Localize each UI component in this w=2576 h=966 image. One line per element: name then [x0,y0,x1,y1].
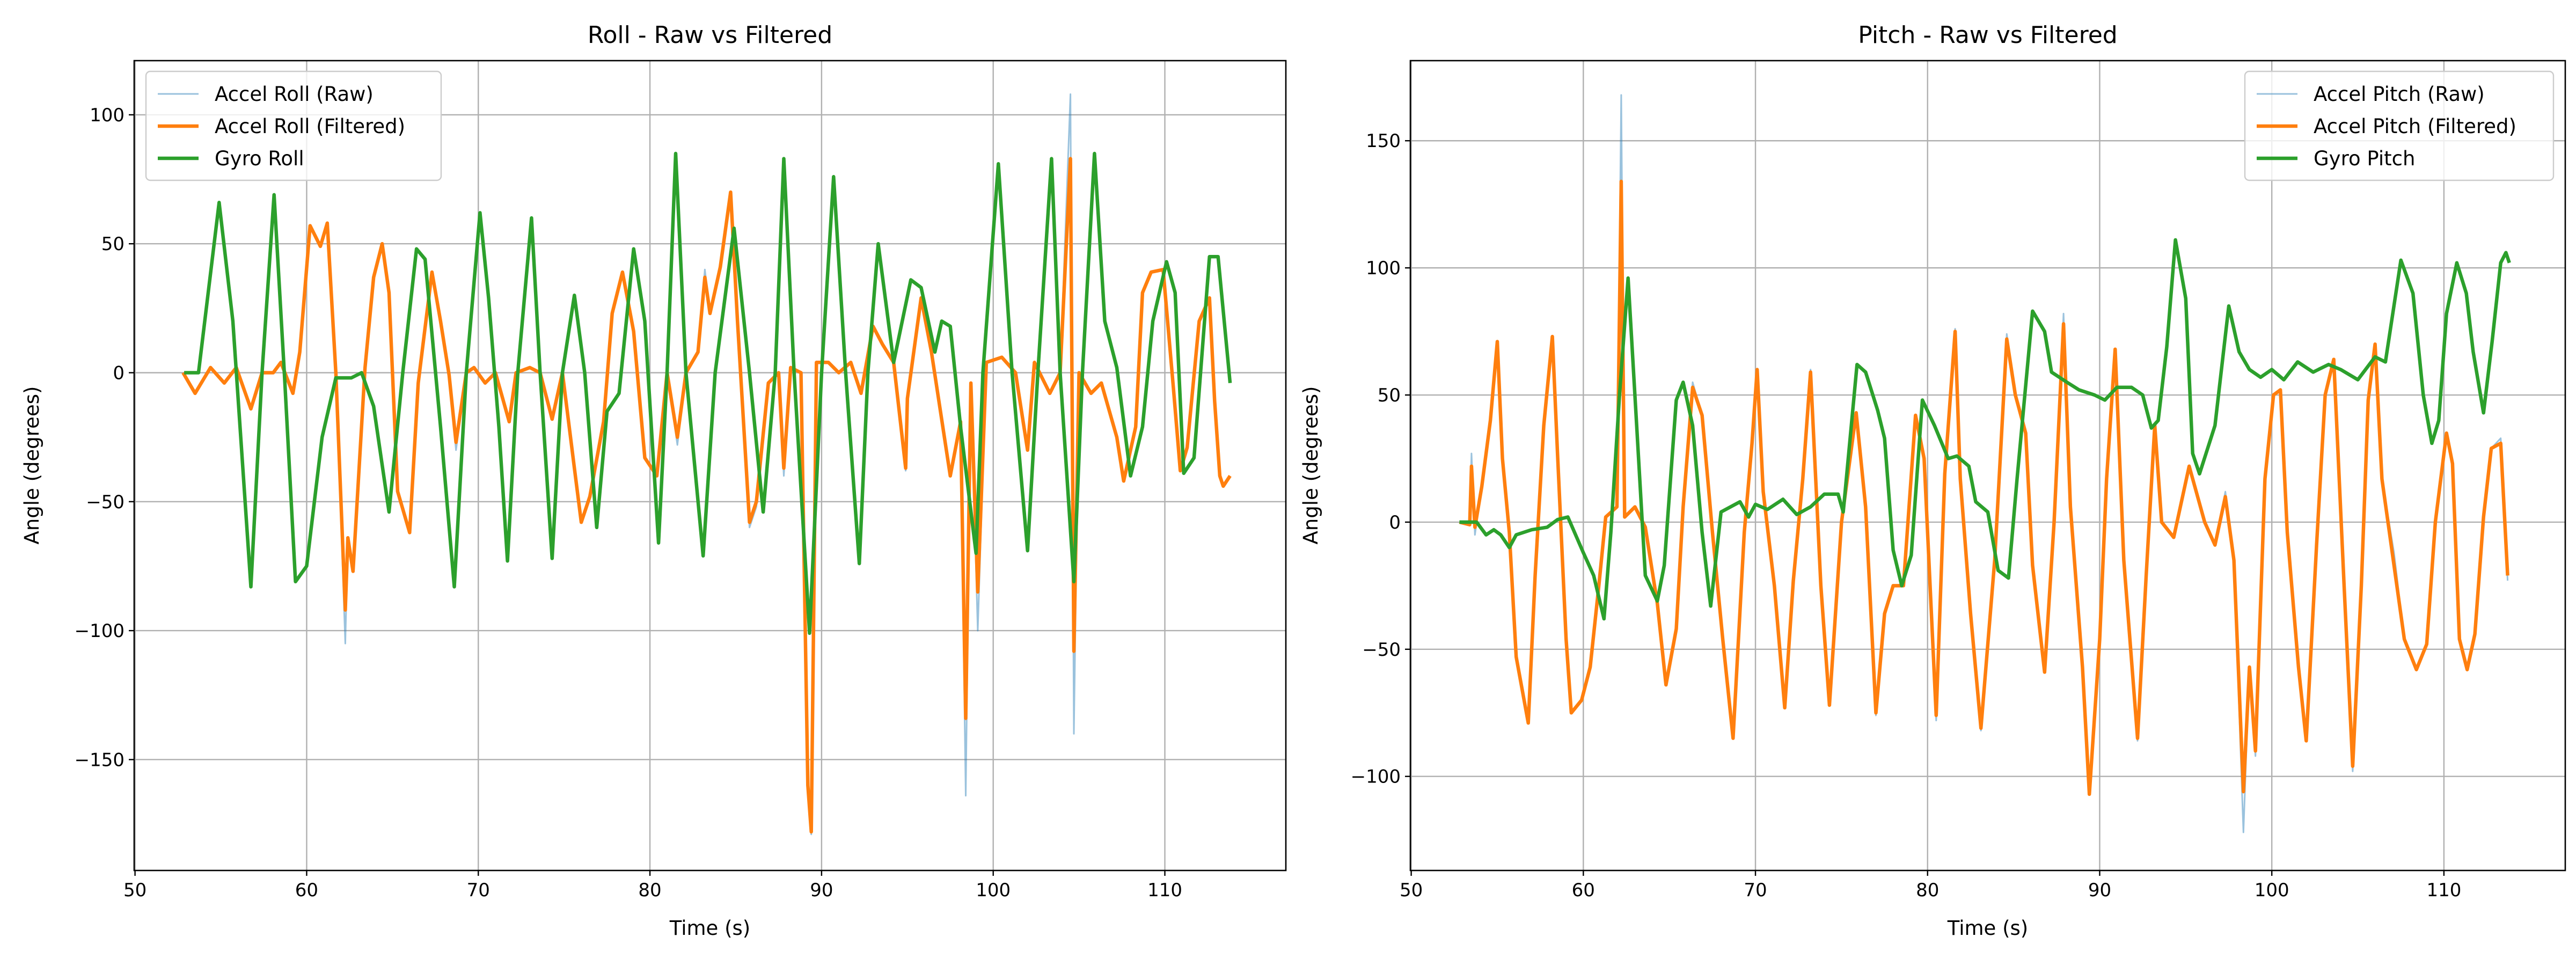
legend-label: Accel Pitch (Raw) [2314,83,2485,106]
y-axis-label: Angle (degrees) [1299,386,1322,545]
legend-label: Accel Pitch (Filtered) [2314,115,2516,138]
legend-box [2244,70,2555,181]
legend-label: Gyro Pitch [2314,147,2415,170]
y-tick-label: 100 [90,105,125,126]
x-tick-label: 50 [123,880,147,901]
legend-label: Accel Roll (Filtered) [215,115,405,138]
legend: Accel Pitch (Raw) Accel Pitch (Filtered) G… [2244,70,2555,181]
legend-box [145,70,442,181]
legend: Accel Roll (Raw) Accel Roll (Filtered) Gyr… [145,70,442,181]
pitch-chart: Pitch - Raw vs Filtered Time (s) Angle (… [1299,21,2566,940]
chart-title: Roll - Raw vs Filtered [588,21,832,49]
plot-area [181,93,1232,836]
series-line-accel-pitch-filtered [1459,179,2509,796]
x-axis-label: Time (s) [669,917,750,940]
x-tick-label: 70 [1744,880,1767,901]
x-tick-label: 90 [2088,880,2111,901]
y-tick-label: −100 [1351,766,1401,788]
series-line-gyro-roll [184,151,1232,635]
y-tick-label: 150 [1366,130,1401,152]
x-tick-label: 60 [1572,880,1595,901]
legend-label: Accel Roll (Raw) [215,83,374,106]
x-tick-label: 80 [1916,880,1939,901]
plot-area [1459,94,2511,833]
y-axis-label: Angle (degrees) [20,386,43,545]
y-tick-label: 50 [101,233,125,255]
y-tick-label: −50 [86,492,125,513]
chart-title: Pitch - Raw vs Filtered [1858,21,2117,49]
series-line-gyro-pitch [1459,238,2511,621]
y-tick-label: 0 [113,362,125,384]
x-tick-label: 70 [467,880,490,901]
roll-chart: Roll - Raw vs Filtered Time (s) Angle (d… [20,21,1287,940]
x-tick-label: 80 [638,880,661,901]
legend-label: Gyro Roll [215,147,304,170]
y-tick-label: −50 [1362,639,1401,661]
y-tick-label: −100 [75,620,125,642]
y-tick-label: 0 [1389,512,1401,533]
axes-frame [133,60,1287,872]
x-tick-label: 100 [976,880,1011,901]
x-tick-label: 100 [2255,880,2289,901]
x-tick-label: 90 [810,880,833,901]
y-tick-label: −150 [75,749,125,771]
x-tick-label: 50 [1400,880,1423,901]
x-tick-label: 60 [295,880,318,901]
axes-frame [1409,60,2566,872]
x-axis-label: Time (s) [1947,917,2028,940]
y-tick-label: 100 [1366,258,1401,279]
x-tick-label: 110 [1147,880,1182,901]
y-tick-label: 50 [1378,385,1401,406]
x-tick-label: 110 [2426,880,2461,901]
